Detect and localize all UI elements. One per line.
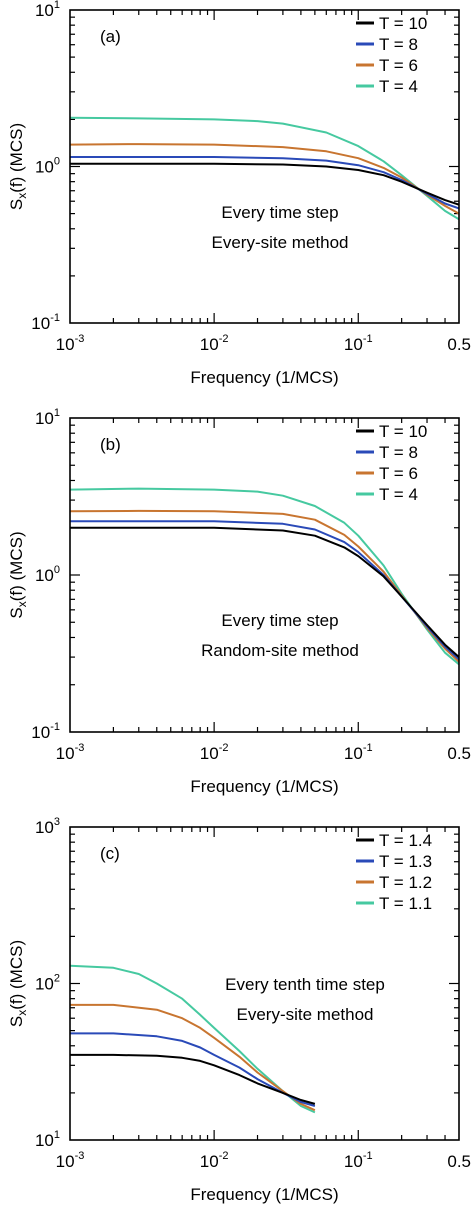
legend-label: T = 8 (379, 35, 418, 54)
series-line (70, 116, 459, 221)
y-tick-label: 101 (35, 0, 60, 20)
annotation-text: Every time step (221, 611, 338, 630)
minor-ticks (70, 418, 459, 732)
legend: T = 10 T = 8 T = 6 T = 4 (356, 422, 427, 504)
legend: T = 10 T = 8 T = 6 T = 4 (356, 14, 427, 96)
legend-label: T = 1.1 (379, 894, 432, 913)
y-axis-label: Sx(f) (MCS) (7, 123, 29, 210)
legend-label: T = 1.4 (379, 831, 432, 850)
legend-label: T = 6 (379, 464, 418, 483)
x-tick-label: 0.5 (447, 1152, 471, 1171)
y-tick-label: 10-1 (31, 312, 60, 333)
x-tick-label: 10-3 (56, 742, 85, 763)
x-tick-label: 10-1 (344, 742, 373, 763)
x-tick-label: 10-3 (56, 333, 85, 354)
series-line (70, 487, 459, 666)
annotation-text: Random-site method (201, 641, 359, 660)
series-line (70, 526, 459, 658)
x-tick-label: 0.5 (447, 335, 471, 354)
series-line (70, 509, 459, 663)
panel-label: (b) (100, 435, 121, 454)
x-tick-label: 0.5 (447, 744, 471, 763)
y-tick-label: 102 (35, 973, 60, 994)
y-tick-label: 103 (35, 816, 60, 837)
y-tick-label: 100 (35, 156, 60, 177)
y-tick-label: 101 (35, 1129, 60, 1150)
annotation-text: Every time step (221, 203, 338, 222)
plot-frame (69, 417, 460, 733)
panel-label: (c) (100, 844, 120, 863)
series-line (70, 1032, 316, 1107)
annotation-text: Every tenth time step (225, 975, 385, 994)
series-line (70, 162, 459, 206)
annotation-text: Every-site method (237, 1005, 374, 1024)
x-tick-label: 10-1 (344, 1150, 373, 1171)
minor-ticks (70, 10, 459, 323)
x-tick-label: 10-1 (344, 333, 373, 354)
y-axis-label: Sx(f) (MCS) (7, 531, 29, 618)
plot-frame (69, 9, 460, 324)
x-axis-label: Frequency (1/MCS) (190, 1185, 338, 1204)
y-axis-label: Sx(f) (MCS) (7, 940, 29, 1027)
x-tick-label: 10-3 (56, 1150, 85, 1171)
series-line (70, 143, 459, 215)
minor-ticks (70, 827, 459, 1140)
x-tick-label: 10-2 (200, 1150, 229, 1171)
legend-label: T = 4 (379, 77, 418, 96)
series-line (70, 520, 459, 661)
x-axis-label: Frequency (1/MCS) (190, 777, 338, 796)
legend-label: T = 1.2 (379, 873, 432, 892)
legend-label: T = 4 (379, 485, 418, 504)
legend-label: T = 10 (379, 422, 427, 441)
y-tick-label: 10-1 (31, 721, 60, 742)
annotation-text: Every-site method (212, 233, 349, 252)
legend-label: T = 8 (379, 443, 418, 462)
x-tick-label: 10-2 (200, 333, 229, 354)
panel-label: (a) (100, 27, 121, 46)
legend: T = 1.4 T = 1.3 T = 1.2 T = 1.1 (356, 831, 432, 913)
series-line (70, 156, 459, 210)
legend-label: T = 10 (379, 14, 427, 33)
legend-label: T = 6 (379, 56, 418, 75)
legend-label: T = 1.3 (379, 852, 432, 871)
plot-frame (69, 826, 460, 1141)
y-tick-label: 101 (35, 407, 60, 428)
x-tick-label: 10-2 (200, 742, 229, 763)
x-axis-label: Frequency (1/MCS) (190, 368, 338, 387)
series-line (70, 1053, 316, 1105)
y-tick-label: 100 (35, 564, 60, 585)
